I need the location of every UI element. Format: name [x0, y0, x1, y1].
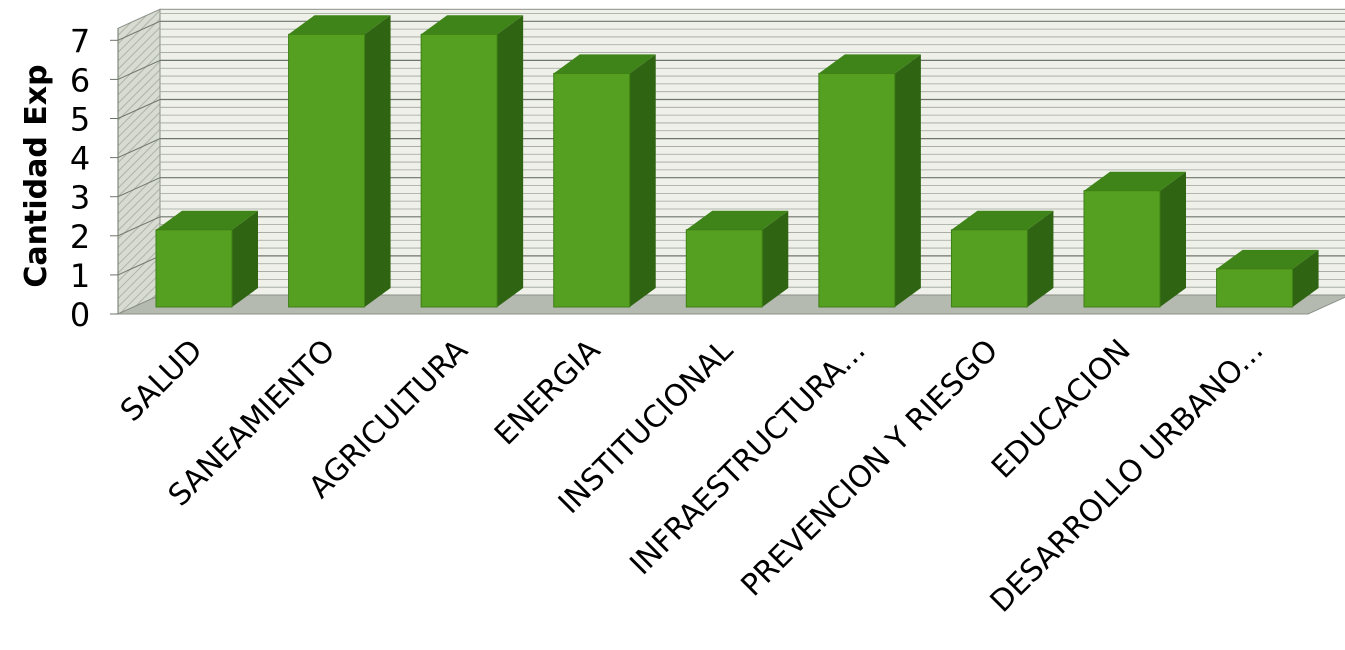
bar-side	[364, 15, 391, 308]
bar-front	[420, 33, 498, 308]
x-tick-label: PREVENCION Y RIESGO	[735, 333, 1006, 604]
bar-top	[1084, 171, 1187, 191]
bar-front	[818, 72, 896, 308]
bar-top	[1216, 249, 1319, 269]
side-gridline	[117, 177, 161, 198]
y-tick-label: 0	[70, 296, 90, 334]
side-gridline	[117, 138, 161, 159]
bar-9	[1216, 249, 1319, 308]
y-tick-label: 2	[70, 218, 90, 256]
bar-side	[1292, 249, 1319, 307]
side-gridline	[117, 20, 161, 41]
bar-front	[950, 229, 1028, 308]
y-tick-label: 6	[70, 61, 90, 99]
y-axis-label: Cantidad Exp	[19, 64, 54, 287]
bar-front	[1216, 268, 1294, 308]
bar-front	[685, 229, 763, 308]
bar-side	[762, 210, 789, 307]
x-tick-label: ENERGIA	[488, 333, 608, 453]
bar-side	[894, 54, 921, 308]
bar-front	[553, 72, 631, 308]
y-tick-label: 7	[70, 22, 90, 60]
y-tick-label: 1	[70, 257, 90, 295]
bar-7	[950, 210, 1054, 308]
side-gridline	[117, 255, 161, 276]
x-tick-label: SALUD	[114, 333, 210, 429]
side-wall	[117, 8, 161, 315]
bar-top	[818, 54, 921, 74]
bar-side	[1027, 210, 1054, 307]
bar-top	[686, 210, 789, 230]
bar-top	[288, 15, 391, 35]
bar-1	[155, 210, 258, 308]
bar-side	[232, 210, 258, 307]
y-tick-label: 3	[70, 179, 90, 217]
bar-top	[156, 210, 258, 230]
side-gridline	[117, 216, 161, 237]
bar-side	[1160, 171, 1187, 307]
y-tick-label: 4	[70, 140, 90, 178]
bar-2	[288, 15, 391, 308]
bar-top	[951, 210, 1054, 230]
bar-side	[497, 15, 524, 308]
bar-5	[685, 210, 789, 308]
bar-8	[1083, 171, 1187, 308]
x-tick-label: INFRAESTRUCTURA...	[623, 333, 872, 582]
bar-front	[1083, 190, 1161, 308]
bars	[155, 15, 1319, 308]
bar-6	[818, 54, 921, 308]
bar-front	[155, 229, 233, 308]
bar-top	[553, 54, 656, 74]
bar-top	[421, 15, 524, 35]
bar-4	[553, 54, 656, 308]
side-gridline	[117, 99, 161, 119]
bar-3	[420, 15, 524, 308]
bar-side	[629, 54, 656, 308]
y-tick-label: 5	[70, 101, 90, 139]
bar-front	[288, 33, 366, 308]
x-tick-label: DESARROLLO URBANO...	[984, 333, 1271, 620]
side-gridline	[117, 59, 161, 80]
